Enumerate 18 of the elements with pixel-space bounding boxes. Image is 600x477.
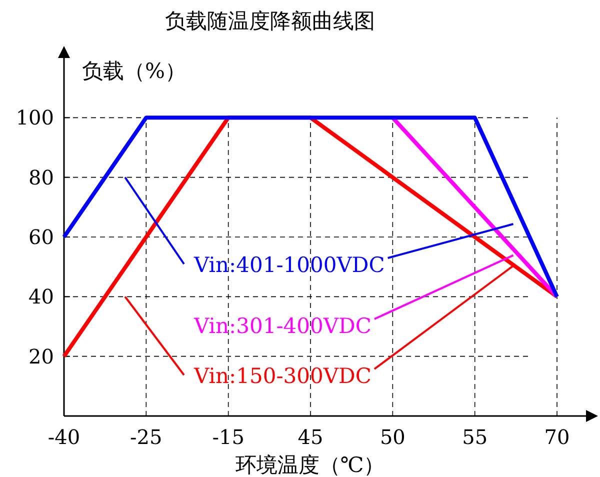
text: Vin:301-400VDC — [193, 314, 372, 338]
x-tick-label: -25 — [130, 425, 162, 449]
x-tick-label: -40 — [48, 425, 80, 449]
y-axis-title: 负载（%） — [82, 59, 186, 83]
y-tick-label: 80 — [28, 165, 54, 190]
chart-title: 负载随温度降额曲线图 — [165, 9, 375, 33]
x-tick-label: 45 — [298, 425, 324, 449]
text: Vin:401-1000VDC — [193, 253, 385, 277]
y-tick-label: 20 — [28, 344, 54, 368]
text: Vin:150-300VDC — [193, 364, 372, 388]
x-tick-label: 70 — [544, 425, 570, 449]
y-tick-label: 60 — [28, 225, 54, 249]
x-tick-label: -15 — [212, 425, 244, 449]
x-tick-label: 55 — [462, 425, 488, 449]
x-tick-label: 50 — [380, 425, 406, 449]
x-axis-title: 环境温度（℃） — [235, 453, 385, 477]
y-tick-label: 40 — [28, 284, 54, 309]
y-tick-label: 100 — [16, 106, 54, 130]
